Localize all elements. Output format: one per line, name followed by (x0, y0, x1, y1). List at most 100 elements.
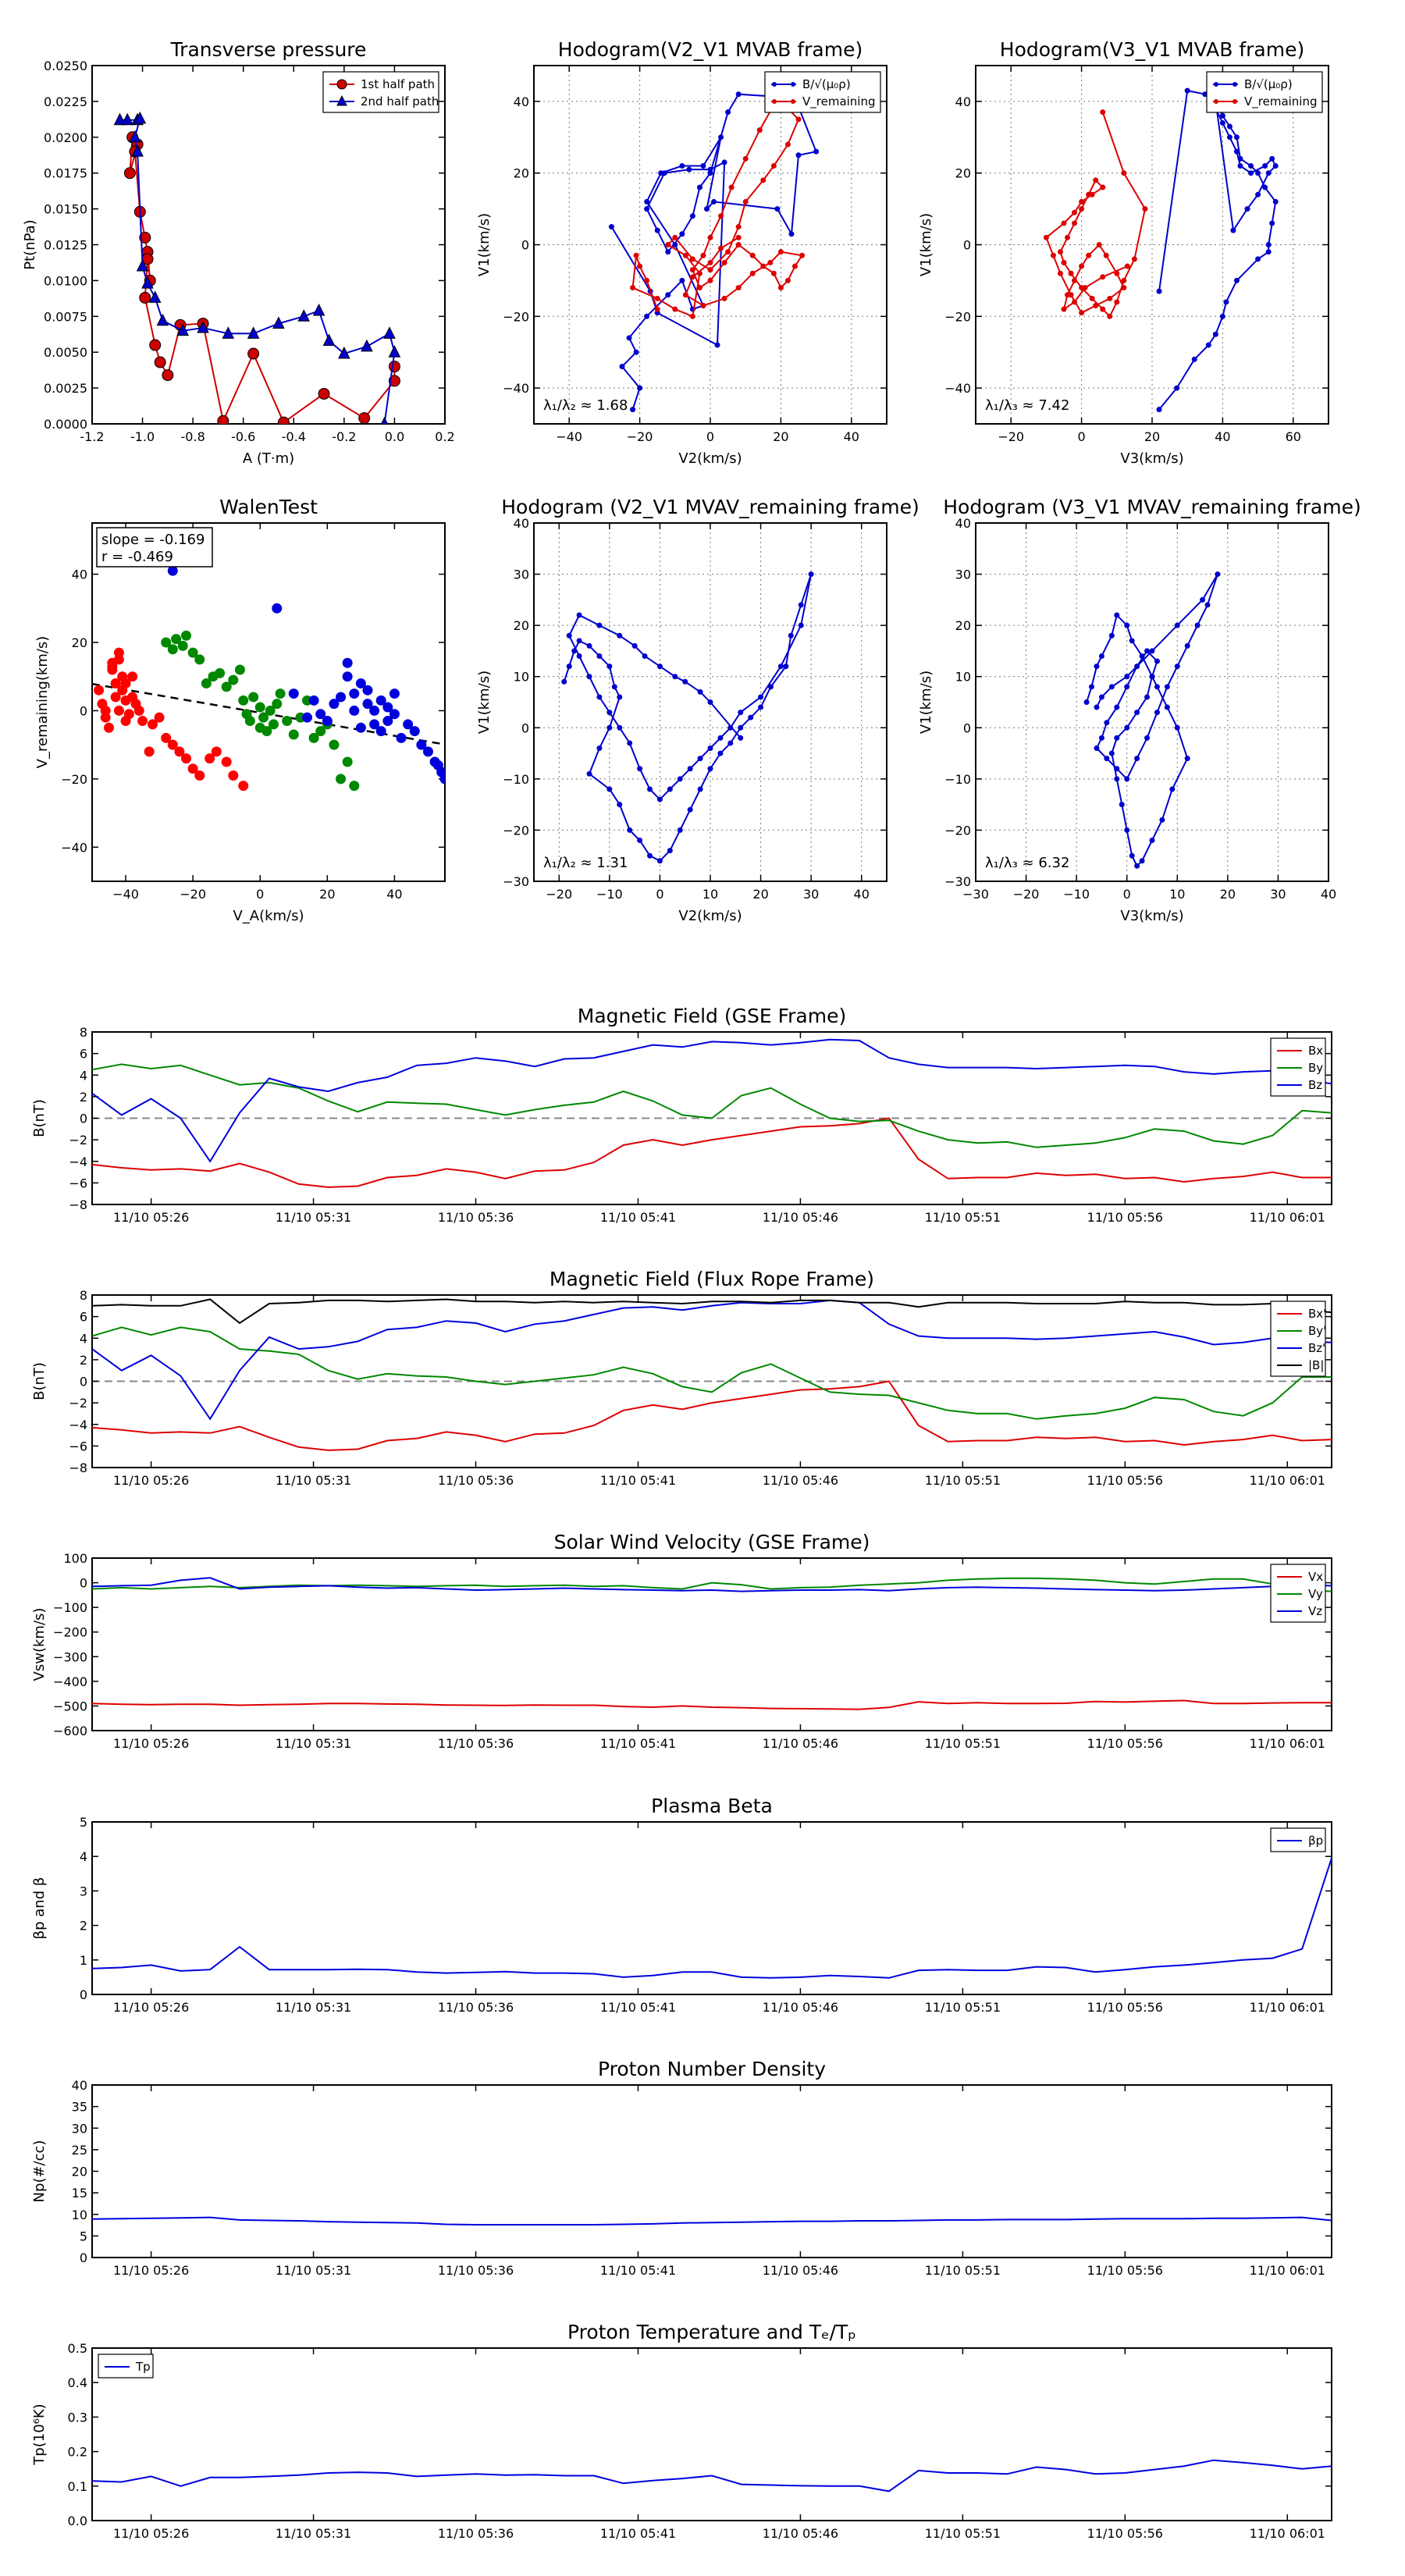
data-point (606, 724, 613, 731)
data-point (1144, 648, 1151, 654)
data-point (596, 622, 603, 628)
data-point (167, 644, 178, 655)
data-point (329, 699, 340, 710)
data-point (322, 716, 333, 727)
data-point (1068, 270, 1074, 276)
data-point (141, 276, 154, 289)
legend-label: βp (1308, 1834, 1323, 1848)
x-tick-label: 11/10 05:31 (276, 1473, 351, 1488)
ratio-annotation: λ₁/λ₂ ≈ 1.68 (543, 397, 628, 414)
y-tick-label: −20 (944, 309, 971, 324)
legend: Vx Vy Vz (1270, 1564, 1326, 1623)
data-point (767, 259, 774, 265)
data-layer (92, 565, 445, 792)
data-point (1200, 596, 1206, 603)
data-point (1103, 252, 1109, 258)
x-tick-label: -0.2 (332, 429, 356, 444)
data-point (1114, 766, 1120, 772)
x-tick-label: 20 (1220, 887, 1236, 902)
data-point (735, 242, 742, 247)
data-point (1079, 198, 1085, 205)
y-tick-label: 0.0175 (44, 166, 87, 181)
chart-6: 11/10 05:26 11/10 05:31 11/10 05:36 11/10 0… (31, 1005, 1332, 1225)
y-axis-label: V_remaining(km/s) (34, 636, 51, 769)
y-tick-label: 40 (72, 568, 87, 582)
data-point (654, 306, 660, 312)
data-point (608, 224, 614, 230)
data-point (315, 709, 326, 720)
x-tick-label: 0 (656, 887, 663, 902)
data-point (1184, 642, 1190, 649)
x-tick-label: 11/10 05:41 (600, 2526, 676, 2541)
y-tick-label: −10 (503, 772, 529, 787)
data-point (318, 387, 330, 400)
chart-7: 11/10 05:26 11/10 05:31 11/10 05:36 11/10 0… (31, 1268, 1332, 1488)
data-point (1114, 270, 1120, 276)
data-point (749, 252, 756, 258)
x-tick-label: 11/10 05:36 (438, 2263, 514, 2278)
data-point (1079, 310, 1085, 316)
data-point (795, 116, 802, 123)
data-point (1057, 249, 1063, 255)
series-line-0 (92, 1858, 1332, 1979)
data-point (120, 678, 131, 688)
data-point (1043, 234, 1049, 240)
legend-marker (336, 94, 347, 106)
y-tick-label: 0 (80, 1987, 87, 2002)
y-tick-label: 40 (955, 94, 971, 109)
y-tick-label: 20 (72, 635, 87, 650)
legend-marker (1214, 99, 1218, 104)
data-point (1093, 177, 1099, 183)
y-tick-label: −20 (944, 823, 971, 838)
data-point (133, 705, 144, 716)
data-point (665, 242, 671, 247)
legend-marker (772, 82, 777, 87)
data-point (756, 127, 763, 133)
data-point (630, 407, 636, 413)
data-point (1057, 270, 1063, 276)
legend-label: B/√(μ₀ρ) (1244, 77, 1293, 91)
y-tick-label: 0.0200 (44, 130, 87, 145)
y-tick-label: 0 (80, 1375, 87, 1389)
data-point (149, 339, 162, 351)
data-point (1114, 776, 1120, 782)
y-tick-label: −8 (69, 1461, 87, 1475)
data-point (596, 694, 603, 700)
data-point (637, 385, 643, 391)
data-point (1079, 285, 1085, 291)
data-point (777, 249, 784, 255)
legend-marker (1232, 99, 1237, 104)
chart-5: −30 −20 −10 0 10 20 30 40−30−20−10010203040Hodo… (918, 496, 1361, 924)
x-axis-label: A (T·m) (243, 450, 294, 467)
y-axis-label: V1(km/s) (918, 213, 934, 276)
x-tick-label: 11/10 05:26 (113, 1736, 189, 1751)
data-point (329, 739, 340, 750)
y-tick-label: 5 (80, 1815, 87, 1830)
data-point (308, 732, 319, 743)
data-point (104, 722, 115, 733)
data-point (1086, 191, 1092, 197)
data-point (148, 290, 162, 303)
y-tick-label: 8 (80, 1288, 87, 1303)
data-point (389, 709, 400, 720)
y-tick-label: −2 (69, 1133, 87, 1147)
data-point (707, 745, 713, 752)
x-tick-label: 11/10 05:46 (763, 1473, 838, 1488)
data-point (136, 258, 149, 272)
data-point (205, 753, 215, 764)
y-axis-label: Vsw(km/s) (31, 1608, 48, 1681)
y-tick-label: 0.0250 (44, 59, 87, 73)
data-point (725, 109, 731, 116)
data-point (672, 306, 678, 312)
data-point (707, 699, 713, 705)
x-tick-label: 11/10 05:36 (438, 1736, 514, 1751)
data-point (322, 333, 336, 347)
legend-label: |B| (1308, 1358, 1324, 1372)
series-line-1 (92, 1326, 1332, 1420)
x-tick-label: 0 (1123, 887, 1131, 902)
data-point (606, 786, 613, 792)
y-tick-label: −6 (69, 1439, 87, 1453)
y-tick-label: 0.0 (68, 2514, 87, 2528)
data-point (361, 339, 373, 352)
y-tick-label: 2 (80, 1353, 87, 1368)
